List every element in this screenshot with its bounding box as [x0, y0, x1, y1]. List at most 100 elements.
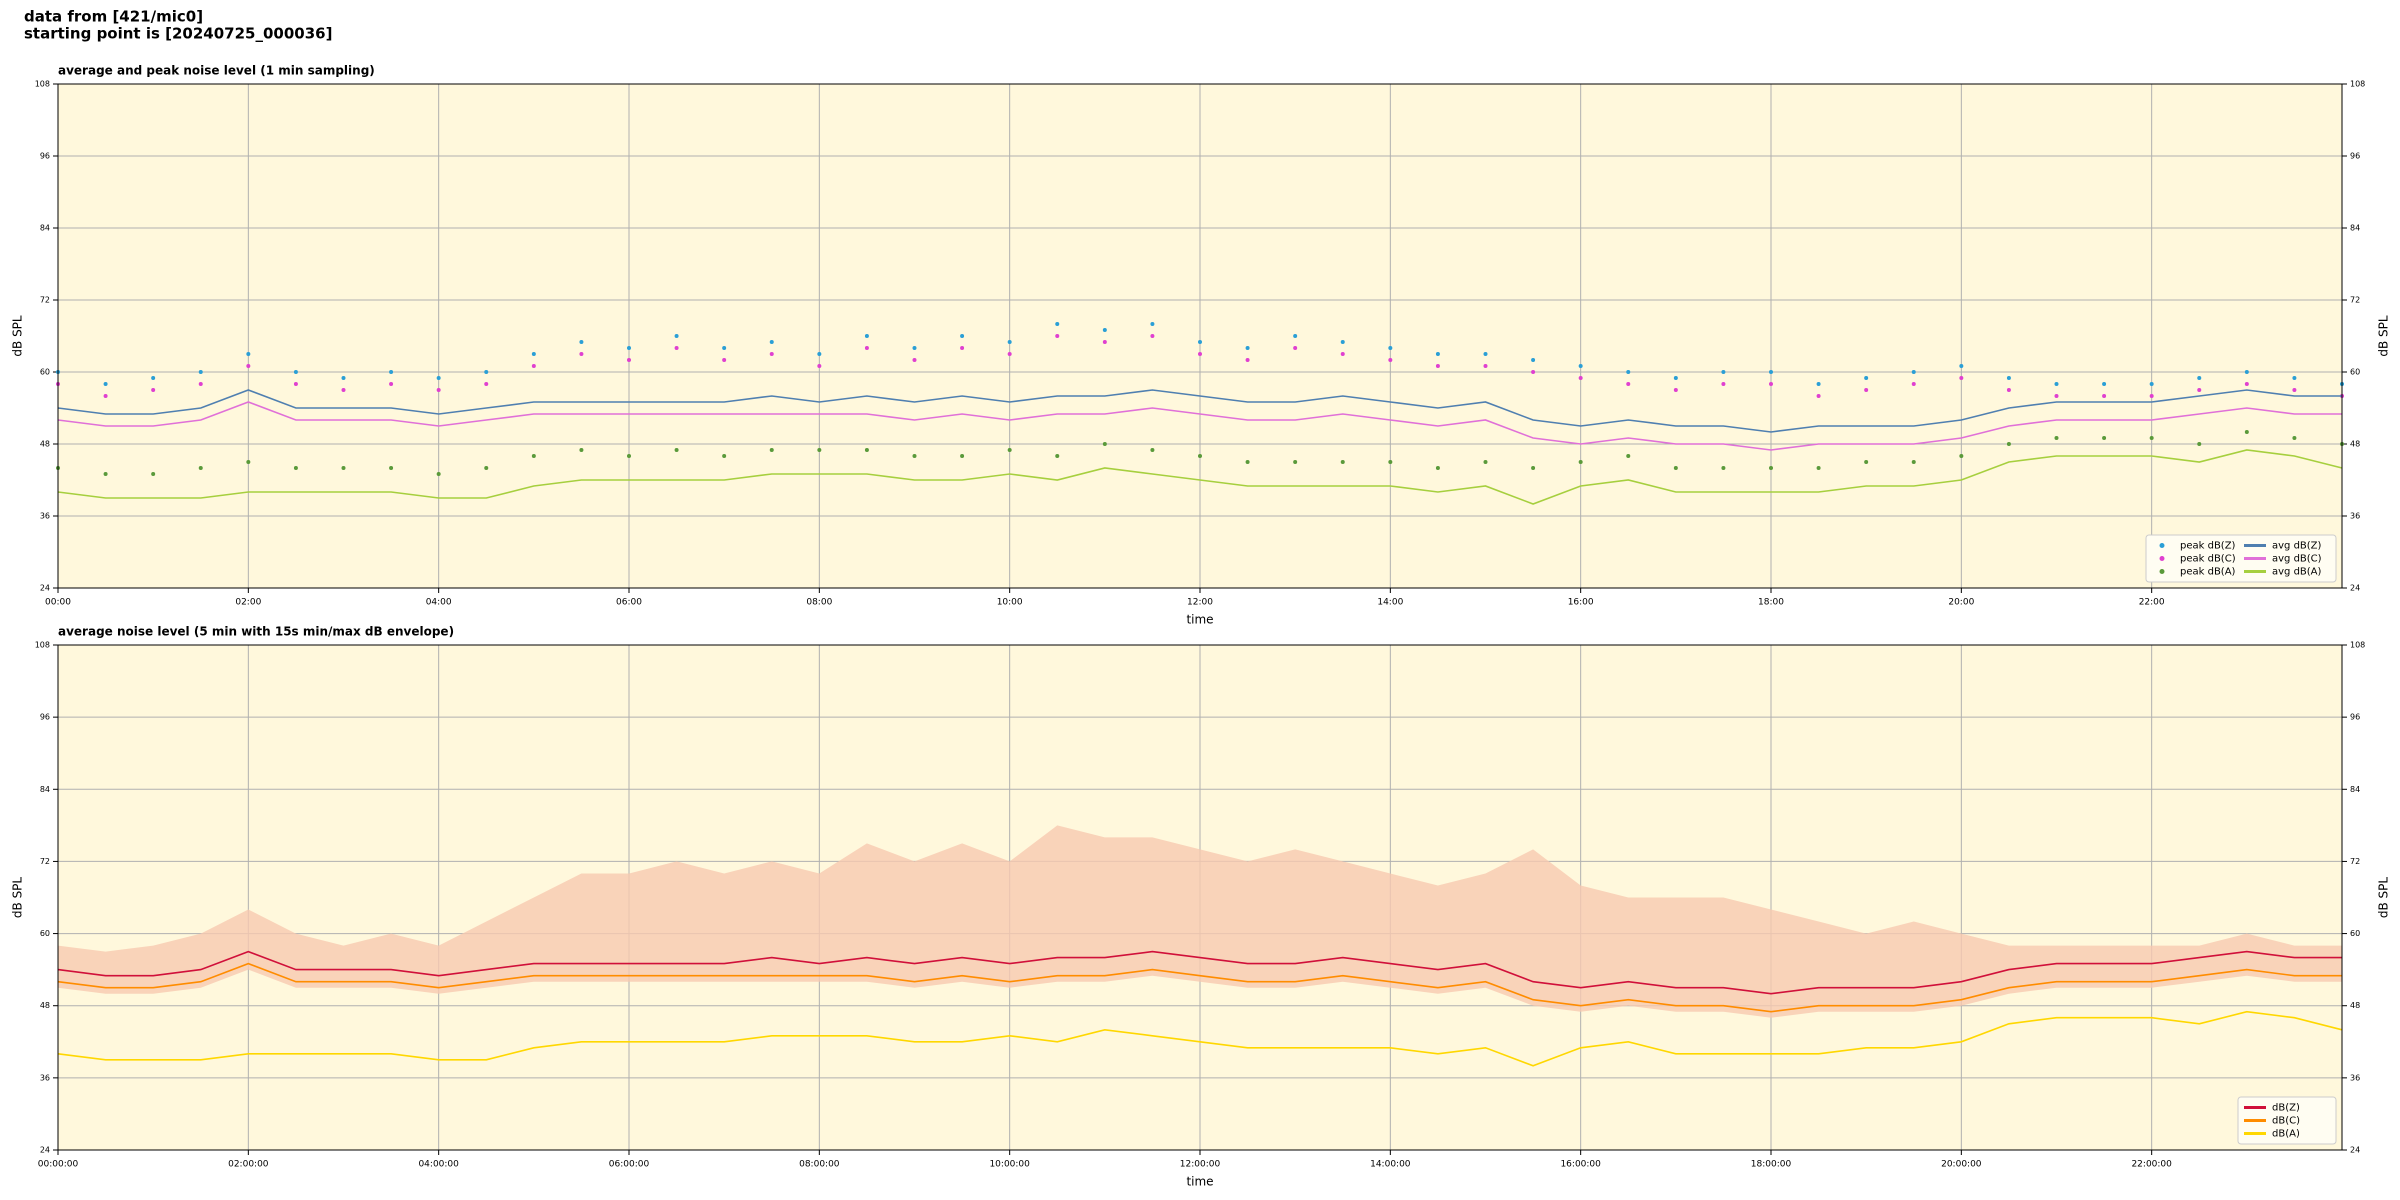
peak-point [2102, 394, 2107, 398]
peak-point [722, 358, 727, 362]
peak-point [1959, 364, 1964, 368]
peak-point [1483, 460, 1488, 464]
peak-point [579, 340, 584, 344]
x-axis-label: time [1186, 1175, 1213, 1189]
y-tick-label: 72 [40, 296, 50, 305]
peak-point [484, 466, 489, 470]
peak-point [1911, 382, 1916, 386]
peak-point [341, 376, 346, 380]
y-tick-label: 72 [40, 857, 50, 866]
peak-point [103, 394, 108, 398]
peak-point [1198, 340, 1202, 344]
peak-point [293, 466, 298, 470]
y2-tick-label: 48 [2350, 1001, 2360, 1010]
peak-point [2197, 376, 2202, 380]
peak-point [1673, 388, 1678, 392]
x-tick-label: 20:00 [1948, 598, 1974, 608]
y2-tick-label: 96 [2350, 713, 2360, 722]
legend-swatch [2159, 556, 2165, 561]
x-tick-label: 08:00:00 [799, 1160, 840, 1170]
peak-point [1864, 460, 1869, 464]
peak-point [1055, 334, 1060, 338]
y-tick-label: 84 [40, 785, 50, 794]
peak-point [960, 454, 965, 458]
peak-point [2197, 442, 2202, 446]
peak-point [579, 448, 584, 452]
peak-point [1150, 334, 1155, 338]
peak-point [1293, 334, 1298, 338]
peak-point [1055, 322, 1060, 326]
x-tick-label: 00:00 [45, 598, 71, 608]
peak-point [2244, 382, 2249, 386]
peak-point [103, 472, 108, 476]
x-tick-label: 04:00 [426, 598, 452, 608]
peak-point [1721, 382, 1726, 386]
y-tick-label: 84 [40, 224, 50, 233]
peak-point [1531, 358, 1536, 362]
peak-point [1626, 382, 1631, 386]
x-tick-label: 18:00 [1758, 598, 1784, 608]
peak-point [864, 346, 869, 350]
y2-tick-label: 72 [2350, 857, 2360, 866]
peak-point [1578, 460, 1583, 464]
legend-label: avg dB(A) [2272, 567, 2322, 578]
y2-tick-label: 36 [2350, 512, 2360, 521]
peak-point [1435, 364, 1440, 368]
peak-point [960, 346, 965, 350]
peak-point [1340, 340, 1345, 344]
peak-point [1102, 328, 1107, 332]
legend-label: dB(C) [2272, 1116, 2300, 1127]
legend-label: avg dB(Z) [2272, 541, 2322, 552]
header-line: starting point is [20240725_000036] [24, 25, 332, 43]
header-line: data from [421/mic0] [24, 8, 203, 26]
peak-point [2244, 370, 2249, 374]
x-tick-label: 04:00:00 [418, 1160, 459, 1170]
y-tick-label: 60 [40, 929, 50, 938]
y2-axis-label: dB SPL [2377, 315, 2391, 357]
series-line [57, 1010, 2343, 1067]
peak-point [389, 382, 394, 386]
peak-point [1483, 364, 1488, 368]
y2-tick-label: 48 [2350, 440, 2360, 449]
series-line [57, 449, 2343, 505]
peak-point [1864, 388, 1869, 392]
x-tick-label: 18:00:00 [1751, 1160, 1792, 1170]
peak-point [2292, 376, 2297, 380]
peak-point [293, 370, 298, 374]
peak-point [2149, 382, 2154, 386]
peak-point [389, 466, 394, 470]
peak-point [198, 466, 203, 470]
y-tick-label: 60 [40, 368, 50, 377]
peak-point [912, 454, 917, 458]
peak-point [2054, 436, 2059, 440]
peak-point [1864, 376, 1869, 380]
peak-point [341, 466, 346, 470]
y-tick-label: 36 [40, 1073, 50, 1082]
y2-tick-label: 60 [2350, 929, 2360, 938]
peak-point [1198, 352, 1202, 356]
y2-tick-label: 84 [2350, 785, 2360, 794]
peak-point [151, 388, 156, 392]
legend-label: peak dB(A) [2180, 567, 2236, 578]
legend: dB(Z) dB(C) dB(A) [2237, 1096, 2337, 1145]
peak-point [1007, 340, 1012, 344]
peak-point [1911, 370, 1916, 374]
peak-point [1673, 376, 1678, 380]
peak-point [2102, 436, 2107, 440]
peak-point [627, 346, 631, 350]
x-tick-label: 06:00:00 [609, 1160, 650, 1170]
x-tick-label: 12:00 [1187, 598, 1213, 608]
peak-point [1531, 370, 1536, 374]
series-line [57, 962, 2342, 1013]
plot-frame [57, 644, 2343, 1151]
y-tick-label: 108 [35, 641, 50, 650]
y2-tick-label: 60 [2350, 368, 2360, 377]
peak-point [1198, 454, 1202, 458]
y-tick-label: 24 [40, 1146, 50, 1155]
plot-frame [57, 83, 2343, 589]
peak-point [2244, 430, 2249, 434]
peak-point [2149, 394, 2154, 398]
peak-point [2292, 388, 2297, 392]
peak-point [341, 388, 346, 392]
